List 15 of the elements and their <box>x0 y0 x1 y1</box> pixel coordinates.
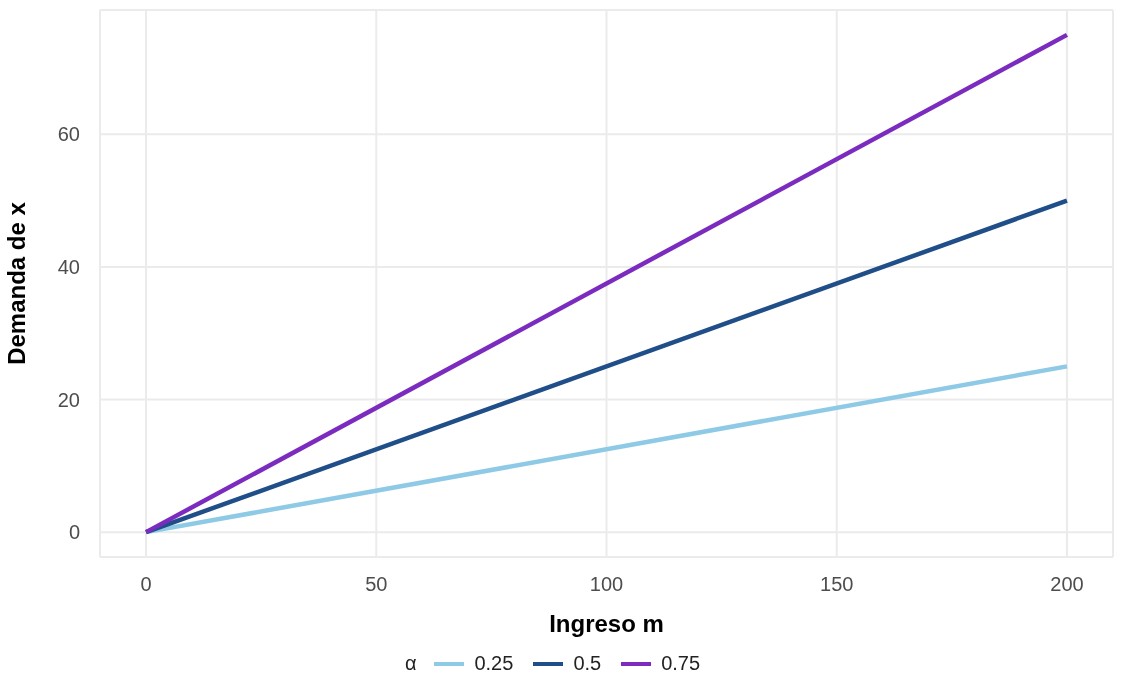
y-tick-label: 40 <box>57 256 80 279</box>
x-tick-label: 50 <box>365 573 388 596</box>
legend-label: 0.25 <box>474 652 514 675</box>
y-tick-label: 20 <box>57 388 80 411</box>
x-tick-label: 100 <box>589 573 624 596</box>
y-tick-label: 60 <box>57 123 80 146</box>
y-axis-title: Demanda de x <box>2 201 30 365</box>
legend-label: 0.75 <box>661 652 701 675</box>
legend-label: 0.5 <box>573 652 602 675</box>
y-tick-label: 0 <box>68 521 80 544</box>
x-tick-label: 0 <box>140 573 152 596</box>
x-tick-label: 200 <box>1050 573 1084 596</box>
x-tick-label: 150 <box>820 573 854 596</box>
x-axis-title: Ingreso m <box>549 610 664 637</box>
legend-title: α <box>404 652 417 675</box>
